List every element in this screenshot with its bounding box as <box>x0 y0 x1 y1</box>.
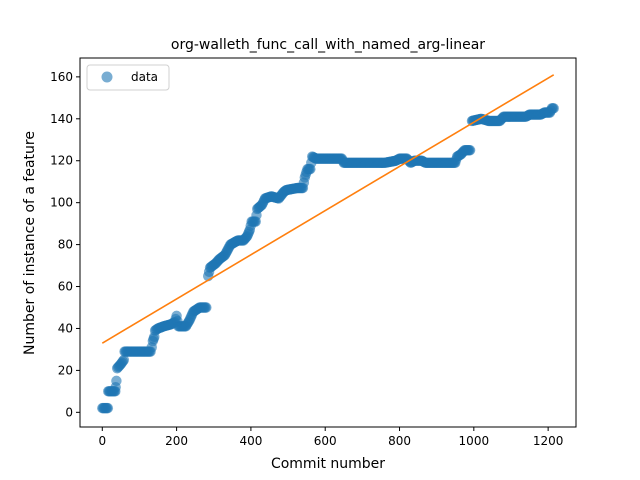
data-point <box>548 103 559 114</box>
legend: data <box>86 64 170 91</box>
y-tick-label: 120 <box>50 154 73 168</box>
y-tick-label: 80 <box>58 238 73 252</box>
x-tick-label: 1200 <box>533 434 564 448</box>
x-tick-label: 0 <box>98 434 106 448</box>
x-tick-label: 1000 <box>459 434 490 448</box>
data-layer <box>97 74 559 414</box>
plot-frame <box>79 57 577 428</box>
y-tick-label: 160 <box>50 70 73 84</box>
chart-title: org-walleth_func_call_with_named_arg-lin… <box>171 37 485 53</box>
data-point <box>118 354 130 366</box>
fit-line <box>101 74 555 344</box>
data-point <box>111 375 122 387</box>
y-axis-label: Number of instance of a feature <box>22 131 38 355</box>
y-axis: 0 20 40 60 80 100 120 140 160 <box>50 70 80 419</box>
y-tick-label: 0 <box>65 405 73 419</box>
legend-marker <box>101 71 113 83</box>
y-tick-label: 140 <box>50 112 73 126</box>
data-point <box>201 302 212 313</box>
x-tick-label: 800 <box>388 434 411 448</box>
x-tick-label: 400 <box>239 434 262 448</box>
data-point <box>464 145 476 156</box>
y-tick-label: 60 <box>58 280 73 294</box>
x-axis-label: Commit number <box>271 456 385 472</box>
data-point <box>102 402 114 414</box>
x-axis: 0 200 400 600 800 1000 1200 <box>98 427 563 448</box>
legend-label: data <box>131 70 158 84</box>
plot-area <box>79 57 577 428</box>
x-tick-label: 600 <box>314 434 337 448</box>
y-tick-label: 40 <box>58 321 73 335</box>
legend-box <box>86 64 170 91</box>
x-tick-label: 200 <box>165 434 188 448</box>
y-tick-label: 100 <box>50 196 73 210</box>
y-tick-label: 20 <box>58 363 73 377</box>
